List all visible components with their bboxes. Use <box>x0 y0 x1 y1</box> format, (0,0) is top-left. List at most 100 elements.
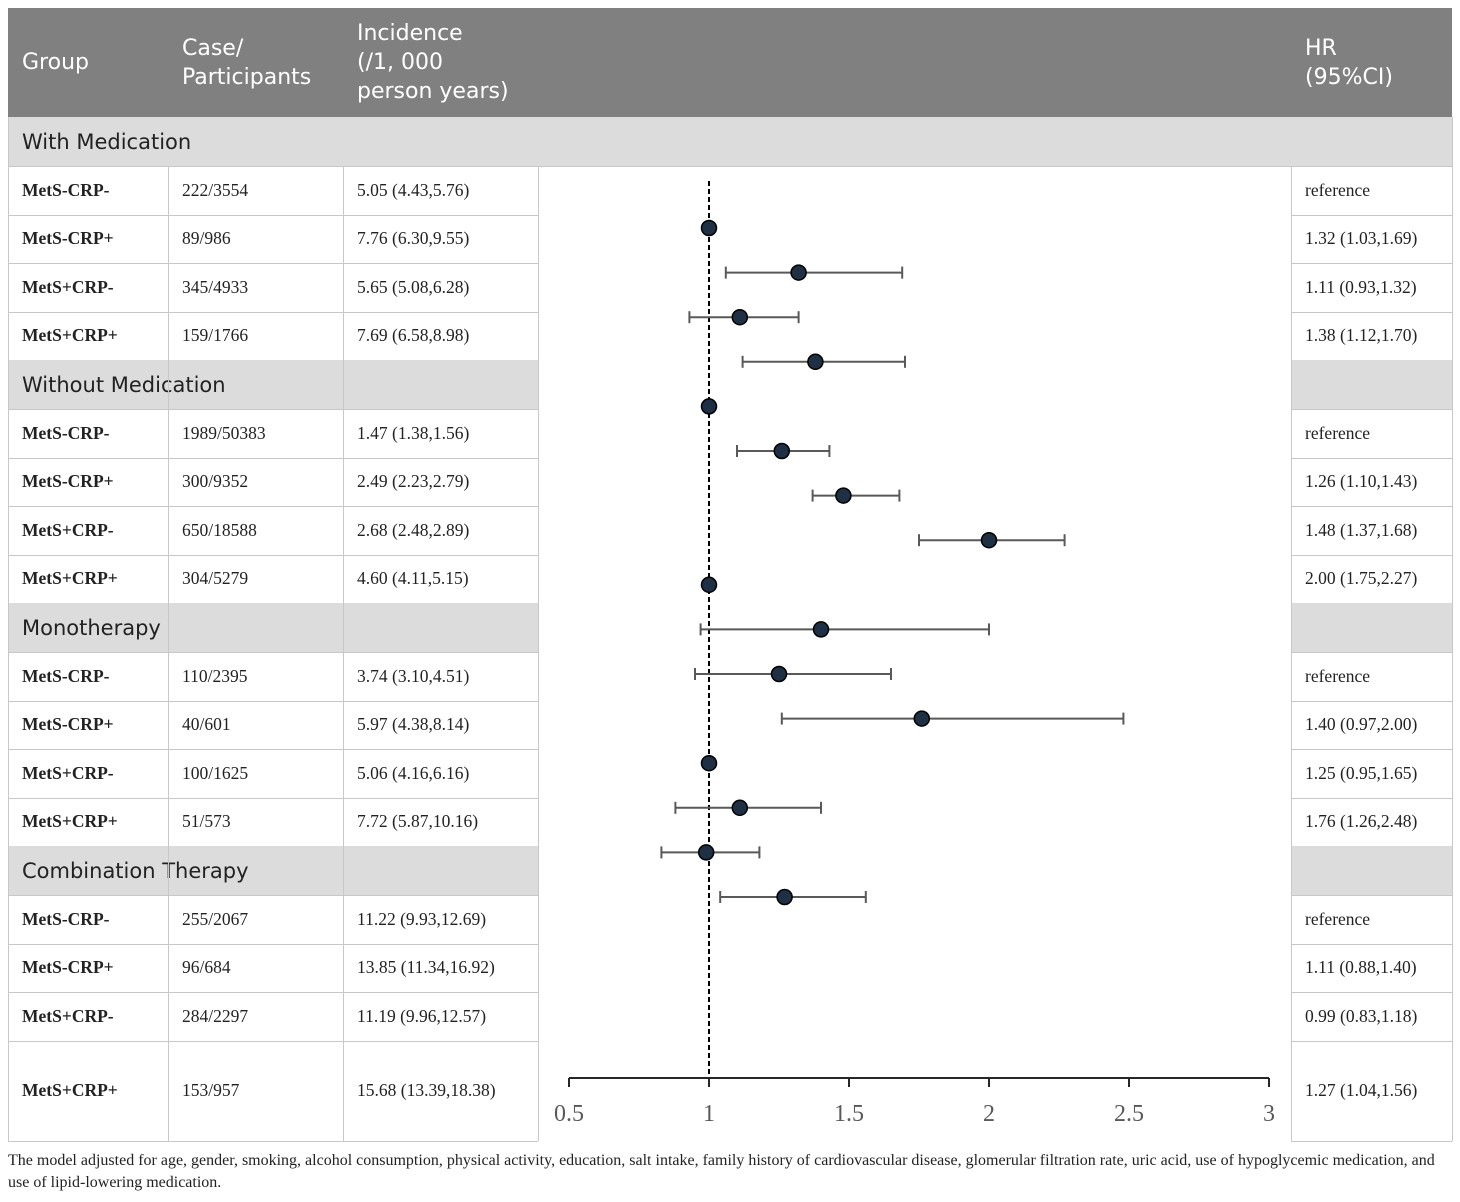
row-divider <box>1291 943 1452 945</box>
header-group: Group <box>8 8 168 117</box>
cases-cell: 222/3554 <box>182 179 249 200</box>
hr-cell: 1.38 (1.12,1.70) <box>1305 325 1418 346</box>
group-cell: MetS-CRP+ <box>22 228 114 249</box>
header-hr-line1: HR <box>1305 35 1337 61</box>
column-divider <box>1452 117 1453 1141</box>
row-divider <box>1291 409 1452 410</box>
hr-point <box>790 264 807 281</box>
section-header: With Medication <box>8 117 538 166</box>
row-divider <box>1291 263 1452 264</box>
hr-point <box>700 219 718 237</box>
hr-point <box>731 308 749 326</box>
row-divider <box>1291 992 1452 993</box>
section-header-plot-band <box>538 117 1291 166</box>
hr-cell: 1.11 (0.93,1.32) <box>1305 276 1417 297</box>
hr-cell: reference <box>1305 908 1371 929</box>
x-axis-tick-label: 2.5 <box>1114 1101 1144 1127</box>
hr-point <box>835 487 852 504</box>
hr-point <box>776 888 793 906</box>
hr-point <box>700 754 718 772</box>
column-divider <box>8 117 9 1141</box>
cases-cell: 89/986 <box>182 228 231 249</box>
hr-point <box>700 398 718 415</box>
hr-cell: 1.76 (1.26,2.48) <box>1305 811 1418 832</box>
section-header-hr-band <box>1291 360 1452 409</box>
header-cases: Case/ Participants <box>168 8 343 117</box>
x-axis-tick-label: 1.5 <box>834 1101 864 1127</box>
row-divider <box>1291 214 1452 216</box>
row-divider <box>8 457 538 459</box>
cases-cell: 110/2395 <box>182 665 248 686</box>
incidence-cell: 2.49 (2.23,2.79) <box>357 471 470 492</box>
group-cell: MetS-CRP+ <box>22 471 114 492</box>
section-header-hr-band <box>1291 603 1452 652</box>
hr-point <box>980 531 998 549</box>
incidence-cell: 5.05 (4.43,5.76) <box>357 179 470 200</box>
row-divider <box>1291 506 1452 507</box>
hr-cell: 2.00 (1.75,2.27) <box>1305 568 1418 589</box>
hr-cell: 1.25 (0.95,1.65) <box>1305 762 1418 783</box>
incidence-cell: 5.06 (4.16,6.16) <box>357 762 470 783</box>
group-cell: MetS+CRP+ <box>22 325 118 346</box>
incidence-cell: 5.65 (5.08,6.28) <box>357 276 470 297</box>
cases-cell: 300/9352 <box>182 471 249 492</box>
header-incidence: Incidence (/1, 000 person years) <box>343 8 538 117</box>
section-header: Monotherapy <box>8 603 538 652</box>
hr-point <box>731 799 749 817</box>
hr-point <box>913 710 931 727</box>
row-divider <box>1291 895 1452 896</box>
cases-cell: 650/18588 <box>182 519 257 540</box>
hr-point <box>770 665 788 683</box>
hr-cell: 0.99 (0.83,1.18) <box>1305 1005 1418 1026</box>
header-cases-line1: Case/ <box>182 35 244 61</box>
footnote: The model adjusted for age, gender, smok… <box>8 1152 1435 1191</box>
incidence-cell: 3.74 (3.10,4.51) <box>357 665 470 686</box>
incidence-cell: 15.68 (13.39,18.38) <box>357 1080 496 1100</box>
cases-cell: 255/2067 <box>182 908 249 929</box>
group-cell: MetS+CRP- <box>22 762 114 783</box>
row-divider <box>8 749 538 750</box>
row-divider <box>8 166 1452 167</box>
hr-cell: reference <box>1305 422 1371 443</box>
cases-cell: 159/1766 <box>182 325 249 346</box>
incidence-cell: 5.97 (4.38,8.14) <box>357 714 470 735</box>
x-axis-tick-label: 2 <box>983 1101 995 1127</box>
cases-cell: 40/601 <box>182 714 231 735</box>
row-divider <box>1291 749 1452 750</box>
header-plot <box>538 8 1291 117</box>
section-header-hr-band <box>1291 846 1452 895</box>
incidence-cell: 7.69 (6.58,8.98) <box>357 325 470 346</box>
group-cell: MetS-CRP- <box>22 422 110 443</box>
row-divider <box>1291 797 1452 799</box>
cases-cell: 51/573 <box>182 811 231 832</box>
incidence-cell: 11.22 (9.93,12.69) <box>357 908 487 929</box>
section-header-hr-band <box>1291 117 1452 166</box>
hr-cell: reference <box>1305 665 1371 686</box>
group-cell: MetS-CRP- <box>22 665 110 686</box>
group-cell: MetS-CRP+ <box>22 714 114 735</box>
column-divider <box>343 166 344 1141</box>
header-cases-line2: Participants <box>182 64 312 90</box>
group-cell: MetS-CRP+ <box>22 957 114 978</box>
section-header: Without Medication <box>8 360 538 409</box>
column-divider <box>1291 166 1292 1141</box>
row-divider <box>1291 457 1452 459</box>
row-divider <box>8 700 538 702</box>
cases-cell: 96/684 <box>182 957 231 978</box>
column-divider <box>538 166 539 1141</box>
group-cell: MetS+CRP- <box>22 1005 114 1026</box>
hr-cell: 1.26 (1.10,1.43) <box>1305 471 1418 492</box>
group-cell: MetS+CRP- <box>22 519 114 540</box>
group-cell: MetS-CRP- <box>22 179 110 200</box>
hr-point <box>807 353 824 371</box>
row-divider <box>1291 311 1452 313</box>
hr-cell: reference <box>1305 179 1371 200</box>
row-divider <box>1291 1040 1452 1042</box>
hr-point <box>700 576 718 594</box>
incidence-cell: 4.60 (4.11,5.15) <box>357 568 469 589</box>
row-divider <box>8 506 538 507</box>
row-divider <box>1291 700 1452 702</box>
hr-point <box>773 442 791 460</box>
group-cell: MetS+CRP+ <box>22 811 118 832</box>
